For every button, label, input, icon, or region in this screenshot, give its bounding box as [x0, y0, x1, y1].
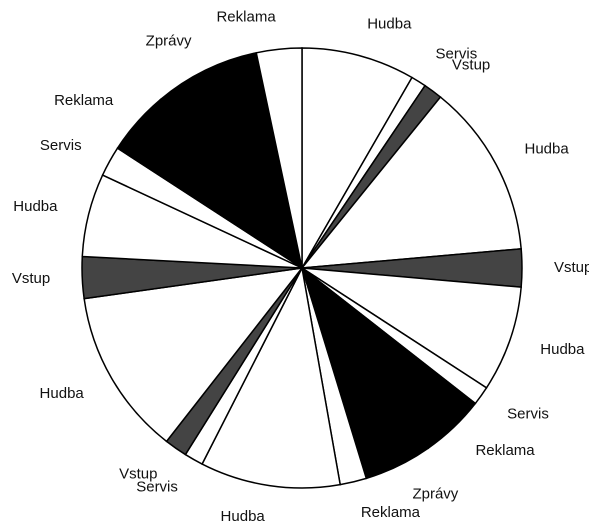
pie-slice	[301, 267, 522, 389]
slice-label: Vstup	[12, 270, 50, 287]
slice-label: Vstup	[554, 259, 589, 276]
slice-label: Reklama	[54, 92, 114, 109]
slice-label: Hudba	[221, 508, 266, 525]
slice-label: Servis	[40, 137, 82, 154]
slice-label: Vstup	[119, 465, 157, 482]
slice-label: Zprávy	[146, 32, 192, 49]
slice-label: Reklama	[475, 442, 535, 459]
pie-slice	[301, 47, 414, 271]
pie-slice	[255, 47, 303, 269]
slice-label: Servis	[436, 45, 478, 62]
slice-label: Zprávy	[412, 485, 458, 502]
pie-slice	[201, 265, 342, 489]
pie-slice	[159, 51, 303, 269]
slice-label: Reklama	[361, 504, 421, 521]
slice-label: Servis	[136, 478, 178, 495]
slice-label: Hudba	[40, 385, 85, 402]
pie-slice	[83, 266, 304, 443]
slice-label: Hudba	[525, 141, 570, 158]
slice-label: Servis	[507, 405, 549, 422]
slice-label: Vstup	[452, 56, 490, 73]
slice-label: Hudba	[367, 16, 412, 33]
slice-label: Hudba	[540, 341, 585, 358]
slice-label: Hudba	[13, 198, 58, 215]
pie-slice	[300, 95, 522, 269]
slice-label: Reklama	[216, 8, 276, 25]
